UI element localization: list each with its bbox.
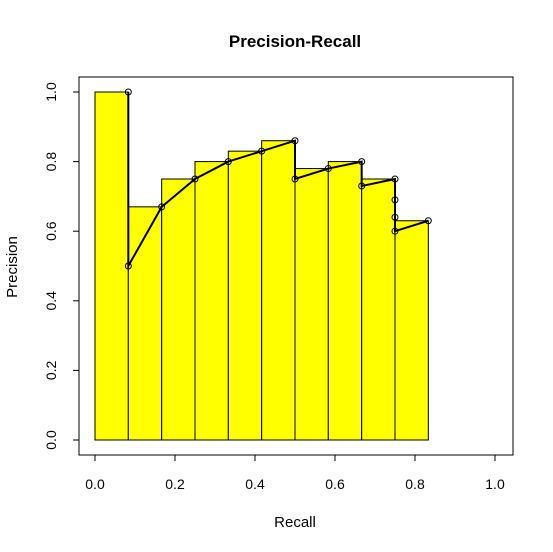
pr-point-8 (324, 165, 332, 173)
bar-7 (327, 161, 363, 441)
y-tick-label-2: 0.4 (43, 291, 59, 311)
bar-5 (261, 140, 296, 441)
pr-point-13 (391, 213, 399, 221)
x-axis-label: Recall (274, 514, 316, 531)
bar-3 (194, 161, 229, 441)
y-axis-label: Precision (4, 236, 21, 298)
y-tick-label-5: 1.0 (43, 82, 59, 102)
bar-0 (94, 91, 129, 441)
pr-point-12 (391, 196, 399, 204)
bar-2 (161, 178, 196, 441)
pr-point-15 (424, 217, 432, 225)
bars-layer (94, 91, 429, 441)
pr-point-10 (358, 182, 366, 190)
x-tick-label-2: 0.4 (245, 476, 265, 492)
pr-point-4 (224, 158, 232, 166)
bar-9 (394, 220, 429, 441)
pr-point-6 (291, 137, 299, 145)
pr-point-11 (391, 175, 399, 183)
pr-point-7 (291, 175, 299, 183)
y-tick-label-1: 0.2 (43, 360, 59, 380)
curve-layer (124, 88, 432, 270)
bar-1 (127, 206, 163, 441)
pr-curve-line (127, 92, 429, 270)
bar-6 (294, 168, 329, 441)
pr-point-2 (158, 203, 166, 211)
pr-point-14 (391, 227, 399, 235)
pr-point-0 (124, 88, 132, 96)
x-tick-label-0: 0.0 (85, 476, 105, 492)
y-tick-label-4: 0.8 (43, 152, 59, 172)
y-tick-label-0: 0.0 (43, 430, 59, 450)
axes-layer: 0.0 0.2 0.4 0.6 0.8 1.0 0.0 0.2 0.4 0.6 0.8 1.0 (43, 76, 514, 492)
x-tick-label-3: 0.6 (325, 476, 345, 492)
x-tick-label-5: 1.0 (485, 476, 505, 492)
pr-point-3 (191, 175, 199, 183)
pr-point-1 (124, 262, 132, 270)
x-tick-label-1: 0.2 (165, 476, 185, 492)
pr-point-5 (258, 147, 266, 155)
y-tick-label-3: 0.6 (43, 221, 59, 241)
pr-point-9 (358, 158, 366, 166)
x-tick-label-4: 0.8 (405, 476, 425, 492)
bar-4 (227, 150, 263, 441)
bar-8 (361, 178, 396, 441)
chart-title: Precision-Recall (229, 32, 361, 51)
